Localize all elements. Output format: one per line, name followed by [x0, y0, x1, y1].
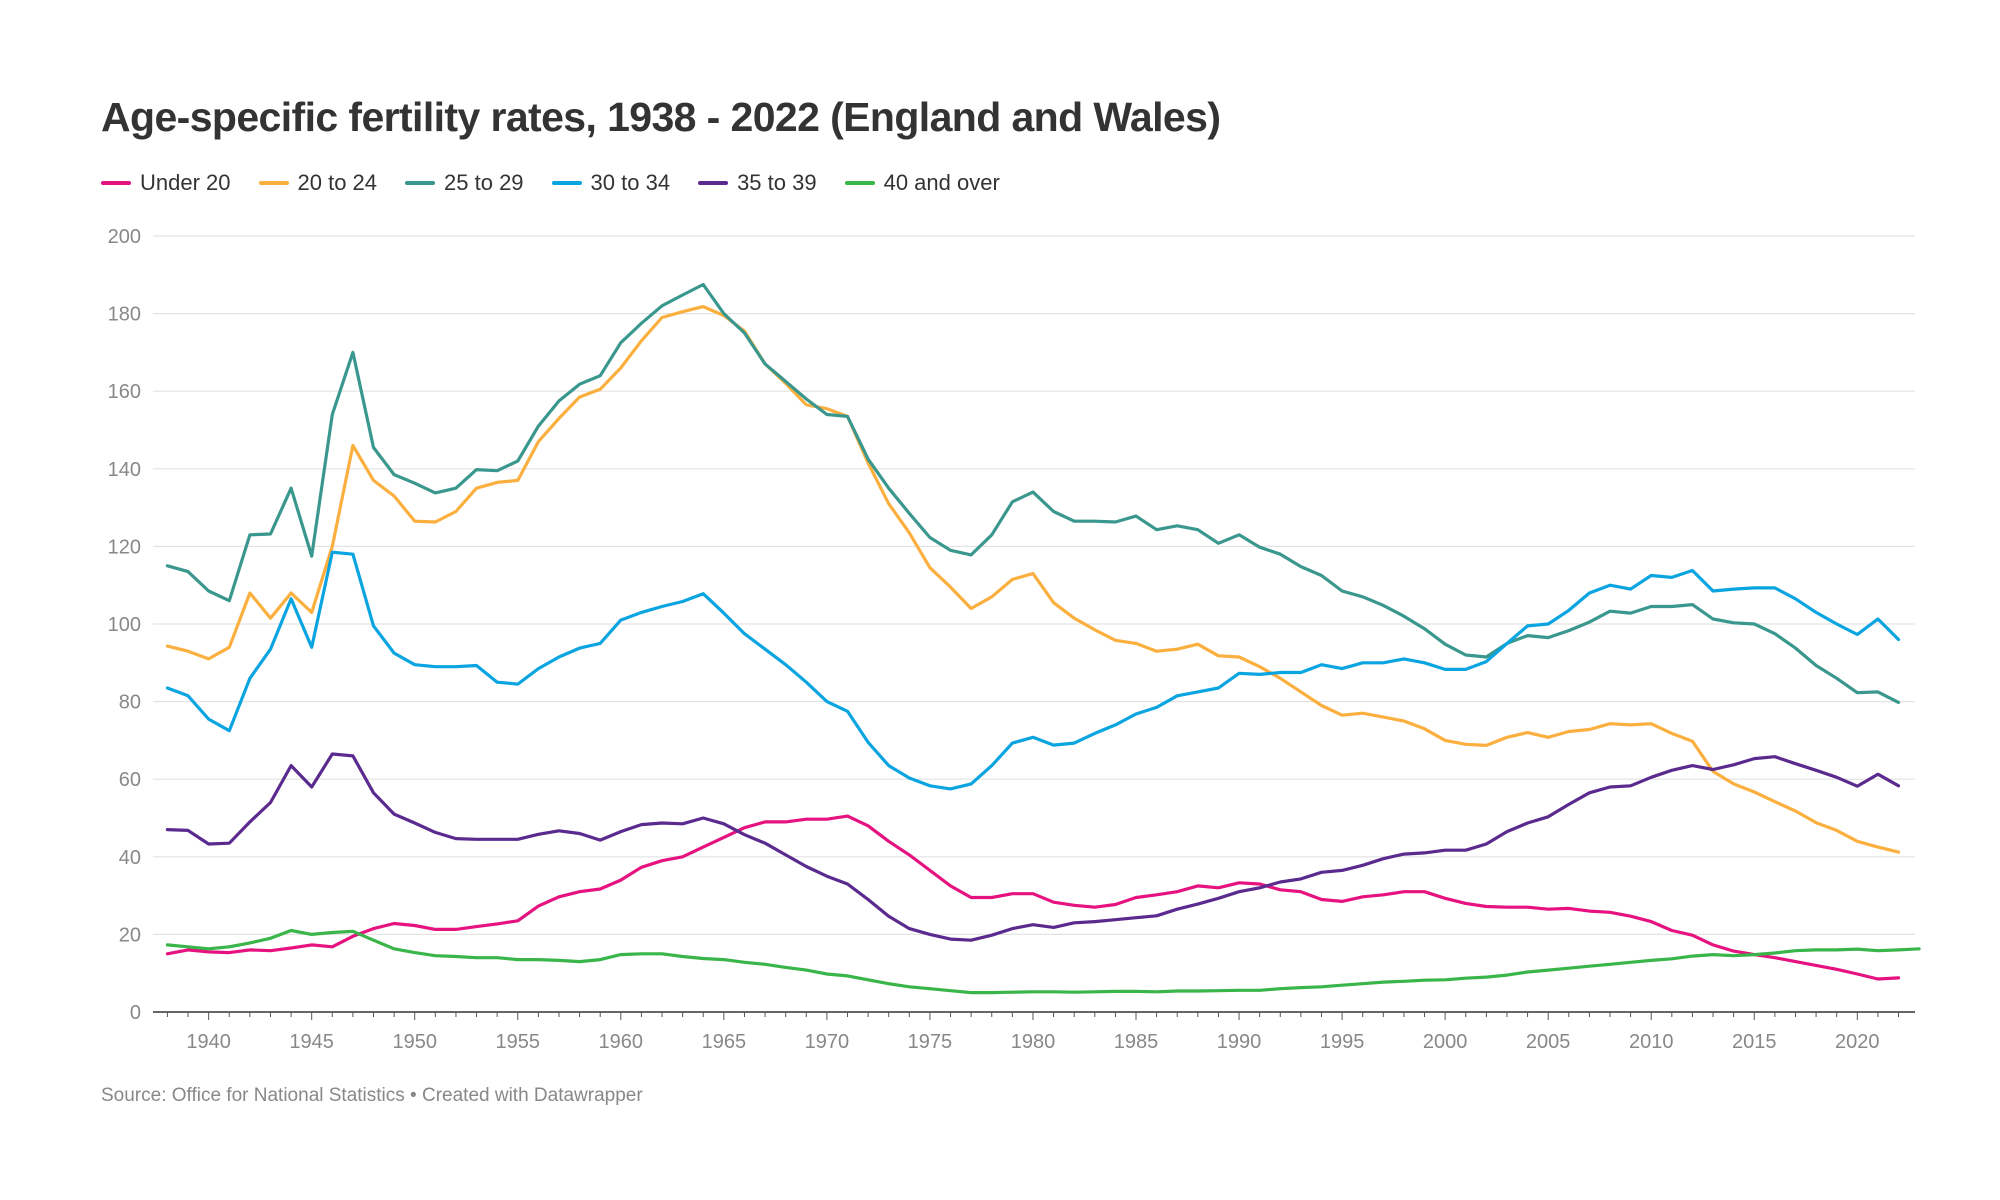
legend-label: 25 to 29	[444, 170, 524, 195]
series-line-2	[165, 305, 1901, 854]
legend-item: 35 to 39	[698, 170, 817, 196]
y-tick-label: 200	[108, 226, 141, 248]
x-tick-label: 1950	[392, 1031, 437, 1053]
y-tick-label: 140	[108, 459, 141, 481]
x-tick-label: 1955	[496, 1031, 541, 1053]
gridlines	[153, 235, 1915, 936]
legend-item: 40 and over	[844, 170, 1000, 196]
chart-title: Age-specific fertility rates, 1938 - 202…	[101, 94, 1221, 140]
chart-legend: Under 20 20 to 24 25 to 29 30 to 34 35 to 39…	[101, 170, 1028, 196]
legend-swatch	[405, 181, 436, 185]
legend-swatch	[551, 181, 582, 185]
y-tick-label: 20	[119, 924, 141, 946]
x-tick-label: 1940	[186, 1031, 231, 1053]
x-tick-label: 2000	[1423, 1031, 1468, 1053]
legend-label: 35 to 39	[737, 170, 817, 195]
x-tick-label: 1945	[289, 1031, 334, 1053]
x-tick-label: 1975	[908, 1031, 953, 1053]
legend-item: Under 20	[101, 170, 231, 196]
series-line-5	[165, 752, 1901, 942]
x-tick-label: 2015	[1732, 1031, 1777, 1053]
x-tick-label: 2005	[1526, 1031, 1571, 1053]
legend-label: 20 to 24	[297, 170, 378, 195]
y-axis-labels: 0 20 40 60 80 100 120 140 160 180 200	[108, 226, 141, 1024]
y-tick-label: 160	[108, 381, 141, 403]
source-note: Source: Office for National Statistics •…	[101, 1085, 643, 1106]
x-tick-label: 1985	[1114, 1031, 1159, 1053]
x-tick-label: 2010	[1629, 1031, 1674, 1053]
legend-swatch	[101, 181, 131, 185]
y-tick-label: 120	[108, 536, 141, 558]
y-tick-label: 60	[119, 769, 141, 791]
x-axis: 1940 1945 1950 1955 1960 1965 1970 1975 1980 1985…	[153, 1011, 1915, 1053]
legend-swatch	[698, 181, 729, 185]
legend-swatch	[258, 181, 289, 185]
legend-item: 30 to 34	[551, 170, 671, 196]
x-tick-label: 1970	[805, 1031, 850, 1053]
y-tick-label: 100	[108, 614, 141, 636]
series-line-1	[165, 814, 1901, 981]
legend-item: 20 to 24	[258, 170, 378, 196]
legend-swatch	[844, 181, 875, 185]
y-tick-label: 180	[108, 304, 141, 326]
x-tick-label: 1990	[1217, 1031, 1262, 1053]
x-tick-label: 1965	[702, 1031, 747, 1053]
series-line-6	[165, 928, 1921, 995]
legend-label: Under 20	[140, 170, 231, 195]
series-lines	[165, 282, 1921, 995]
legend-label: 40 and over	[883, 170, 1000, 195]
x-tick-label: 1980	[1011, 1031, 1056, 1053]
series-line-4	[165, 550, 1901, 791]
legend-item: 25 to 29	[405, 170, 524, 196]
legend-label: 30 to 34	[590, 170, 671, 195]
x-tick-label: 1960	[599, 1031, 644, 1053]
x-tick-label: 2020	[1835, 1031, 1880, 1053]
y-tick-label: 40	[119, 847, 141, 869]
y-tick-label: 0	[130, 1002, 141, 1024]
x-tick-label: 1995	[1320, 1031, 1365, 1053]
y-tick-label: 80	[119, 692, 141, 714]
series-line-3	[165, 282, 1901, 705]
